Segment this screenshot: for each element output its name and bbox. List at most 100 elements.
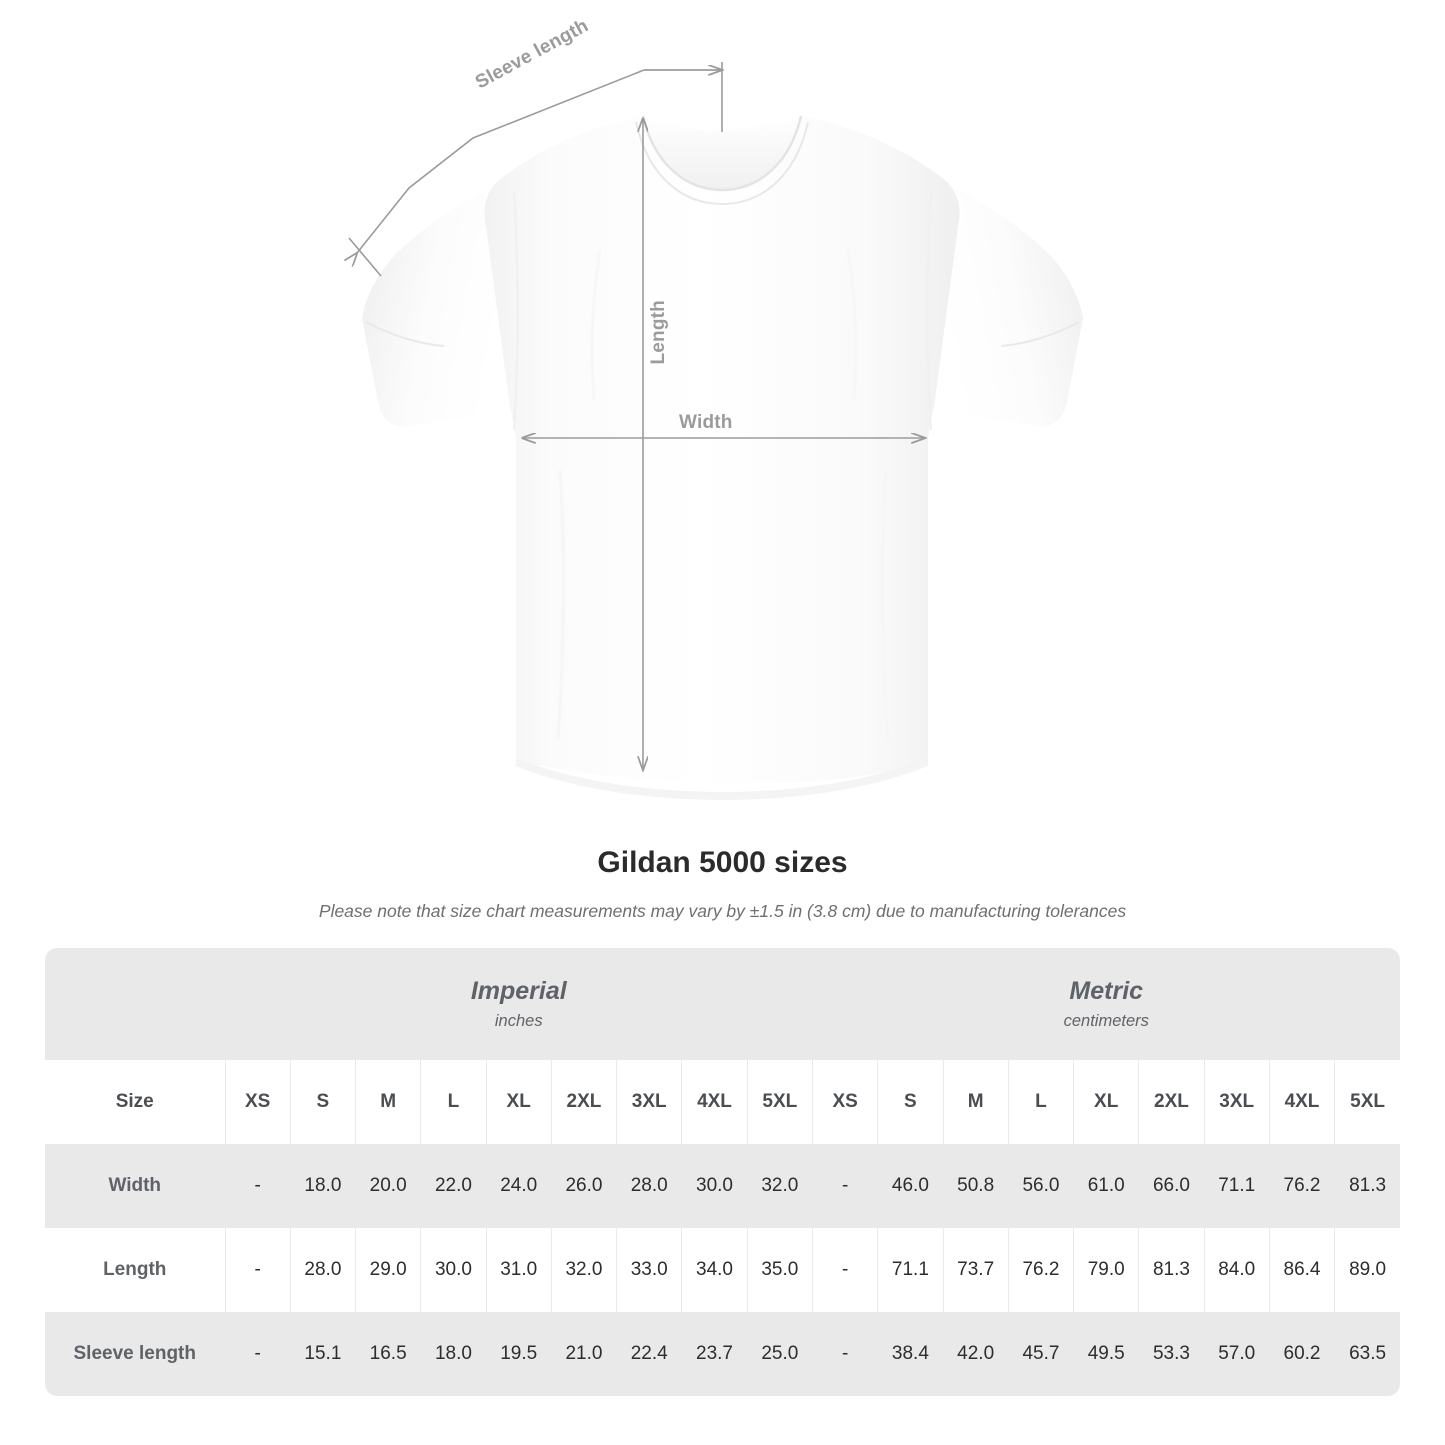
measurement-cell: - (811, 1144, 878, 1228)
table-row: Sleeve length -15.1 16.5 18.0 19.5 21.0 22.4 23… (45, 1312, 1400, 1396)
measurement-cell: 23.7 (681, 1312, 748, 1396)
measurement-cell: 30.0 (681, 1144, 748, 1228)
unit-subtitle: inches (494, 1012, 543, 1031)
unit-name: Imperial (470, 976, 567, 1005)
measurement-cell: 60.2 (1268, 1312, 1335, 1396)
unit-name: Metric (1069, 976, 1144, 1005)
size-header-row: Size XS S M L XL 2XL 3XL 4XL 5XL XS S M L XL 2XL 3XL 4XL 5… (45, 1060, 1400, 1144)
sleeve-length-dimension (349, 62, 722, 277)
page-title: Gildan 5000 sizes (597, 846, 848, 879)
measurement-cell: 73.7 (942, 1228, 1009, 1312)
measurement-cell: 38.4 (877, 1312, 944, 1396)
size-header-cell: 2XL (1138, 1060, 1205, 1144)
size-header-cell: S (877, 1060, 944, 1144)
size-header-cell: L (1007, 1060, 1074, 1144)
measurement-lines (349, 62, 925, 770)
measurement-cell: - (224, 1144, 291, 1228)
size-header-cell: 3XL (616, 1060, 682, 1144)
size-header-cell: M (942, 1060, 1009, 1144)
measurement-cell: 76.2 (1268, 1144, 1335, 1228)
measurement-cell: 18.0 (289, 1144, 356, 1228)
measurement-cell: 31.0 (485, 1228, 552, 1312)
measurement-cell: 63.5 (1334, 1312, 1400, 1396)
width-label: Width (679, 412, 733, 433)
table-row: Width -18.0 20.0 22.0 24.0 26.0 28.0 30.0 32.0-4… (45, 1144, 1400, 1228)
size-header-cell: 2XL (550, 1060, 617, 1144)
tshirt-illustration (0, 62, 1083, 800)
size-chart-table: Imperial inches Metric centimeters Size XS S M L… (45, 948, 1400, 1396)
measurement-cell: 32.0 (746, 1144, 813, 1228)
measurement-cell: 79.0 (1073, 1228, 1139, 1312)
measurement-cell: 71.1 (877, 1228, 944, 1312)
size-header-cell: L (420, 1060, 487, 1144)
measurement-cell: 50.8 (942, 1144, 1009, 1228)
unit-header-imperial: Imperial inches (225, 948, 813, 1060)
size-header-cell: 5XL (1334, 1060, 1400, 1144)
size-header-cell: 5XL (746, 1060, 813, 1144)
measurement-cell: 21.0 (550, 1312, 617, 1396)
heading-block: Gildan 5000 sizes Please note that size … (0, 845, 1445, 922)
measurement-cell: 42.0 (942, 1312, 1009, 1396)
measurement-cell: 81.3 (1138, 1228, 1205, 1312)
row-label: Sleeve length (45, 1312, 225, 1396)
measurement-cell: 32.0 (550, 1228, 617, 1312)
size-header-cell: 3XL (1203, 1060, 1270, 1144)
measurement-cell: 18.0 (420, 1312, 487, 1396)
measurement-cell: 53.3 (1138, 1312, 1205, 1396)
measurement-cell: 89.0 (1334, 1228, 1400, 1312)
unit-header-metric: Metric centimeters (812, 948, 1400, 1060)
measurement-cell: 66.0 (1138, 1144, 1205, 1228)
measurement-cell: 33.0 (616, 1228, 682, 1312)
measurement-cell: 28.0 (616, 1144, 682, 1228)
size-column-header: Size (45, 1060, 225, 1144)
measurement-cell: 35.0 (746, 1228, 813, 1312)
row-label: Width (45, 1144, 225, 1228)
unit-band-spacer (45, 948, 225, 1060)
shirt-body-group (362, 115, 1083, 800)
size-header-cell: XL (485, 1060, 552, 1144)
measurement-cell: 61.0 (1073, 1144, 1139, 1228)
unit-subtitle: centimeters (1063, 1012, 1149, 1031)
measurement-cell: 19.5 (485, 1312, 552, 1396)
measurement-cell: 16.5 (355, 1312, 421, 1396)
size-header-cell: XS (811, 1060, 878, 1144)
size-header-cell: M (355, 1060, 421, 1144)
size-header-cell: 4XL (1268, 1060, 1335, 1144)
measurement-cell: 84.0 (1203, 1228, 1270, 1312)
measurement-cell: - (224, 1312, 291, 1396)
measurement-cell: 22.0 (420, 1144, 487, 1228)
measurement-cell: 57.0 (1203, 1312, 1270, 1396)
size-header-cell: XS (224, 1060, 291, 1144)
measurement-cell: 34.0 (681, 1228, 748, 1312)
measurement-cell: 86.4 (1268, 1228, 1335, 1312)
measurement-cell: 25.0 (746, 1312, 813, 1396)
length-label: Length (648, 300, 669, 365)
measurement-cell: 22.4 (616, 1312, 682, 1396)
measurement-cell: 81.3 (1334, 1144, 1400, 1228)
size-header-cell: XL (1073, 1060, 1139, 1144)
measurement-cell: 20.0 (355, 1144, 421, 1228)
measurement-cell: 49.5 (1073, 1312, 1139, 1396)
measurement-cell: 46.0 (877, 1144, 944, 1228)
size-header-cell: 4XL (681, 1060, 748, 1144)
table-row: Length -28.0 29.0 30.0 31.0 32.0 33.0 34.0 35.0-… (45, 1228, 1400, 1312)
measurement-cell: 24.0 (485, 1144, 552, 1228)
measurement-cell: 15.1 (289, 1312, 356, 1396)
measurement-cell: 30.0 (420, 1228, 487, 1312)
tshirt-diagram: Sleeve length Length Width (0, 15, 1083, 800)
measurement-cell: 29.0 (355, 1228, 421, 1312)
measurement-cell: - (811, 1228, 878, 1312)
measurement-cell: 45.7 (1007, 1312, 1074, 1396)
row-label: Length (45, 1228, 225, 1312)
size-header-cell: S (289, 1060, 356, 1144)
measurement-cell: - (224, 1228, 291, 1312)
measurement-cell: 71.1 (1203, 1144, 1270, 1228)
measurement-cell: 76.2 (1007, 1228, 1074, 1312)
measurement-cell: 26.0 (550, 1144, 617, 1228)
measurement-cell: 56.0 (1007, 1144, 1074, 1228)
unit-band-row: Imperial inches Metric centimeters (45, 948, 1400, 1060)
measurement-cell: 28.0 (289, 1228, 356, 1312)
tolerance-note: Please note that size chart measurements… (318, 901, 1127, 921)
measurement-cell: - (811, 1312, 878, 1396)
size-chart-table-wrapper: Imperial inches Metric centimeters Size XS S M L… (45, 948, 1400, 1396)
